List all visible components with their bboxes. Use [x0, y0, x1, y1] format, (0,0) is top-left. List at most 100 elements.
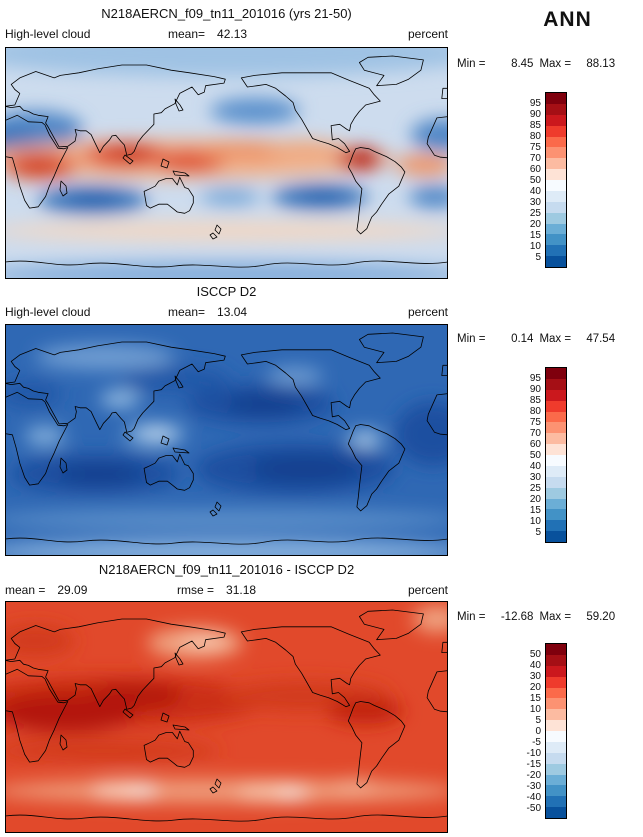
- min-value: 0.14: [511, 333, 534, 345]
- min-value: -12.68: [500, 611, 534, 623]
- colorbar-tick-label: 95: [529, 372, 541, 384]
- colorbar-labels: 95 90 85 80 75 70 60 50 40 30 25 20 15 10 5: [517, 92, 545, 268]
- max-label: Max =: [539, 58, 572, 70]
- colorbar-tick-label: 30: [529, 670, 541, 682]
- colorbar-tick-label: 90: [529, 383, 541, 395]
- colorbar-tick-label: 75: [529, 416, 541, 428]
- colorbar-tick-label: 15: [529, 229, 541, 241]
- colorbar-tick-label: 0: [535, 725, 541, 737]
- colorbar-cell: [546, 400, 566, 412]
- colorbar-tick-label: -50: [526, 802, 541, 814]
- map-model-svg: [5, 47, 448, 279]
- max-label: Max =: [539, 611, 572, 623]
- mean-label: mean=: [168, 27, 206, 41]
- colorbar-tick-label: 40: [529, 185, 541, 197]
- panel-title: ISCCP D2: [196, 284, 257, 299]
- colorbar-tick-label: -5: [532, 736, 541, 748]
- colorbar-tick-label: 25: [529, 482, 541, 494]
- colorbar-cell: [546, 444, 566, 455]
- colorbar-tick-label: 20: [529, 681, 541, 693]
- mean-label: mean=: [168, 305, 206, 319]
- colorbar-cell: [546, 125, 566, 137]
- panel-subtitle-row: High-level cloud mean= 13.04 percent: [5, 305, 448, 321]
- colorbar-tick-label: 40: [529, 460, 541, 472]
- colorbar-cell: [546, 531, 566, 542]
- min-value: 8.45: [511, 58, 534, 70]
- colorbar-tick-label: -10: [526, 747, 541, 759]
- colorbar-tick-label: -20: [526, 769, 541, 781]
- colorbar-cell: [546, 223, 566, 235]
- colorbar-cell: [546, 378, 566, 390]
- colorbar-cell: [546, 752, 566, 764]
- map-model: [5, 47, 448, 279]
- season-label: ANN: [543, 8, 592, 31]
- colorbar-tick-label: 5: [535, 526, 541, 538]
- colorbar-tick-label: -15: [526, 758, 541, 770]
- unit-label: percent: [407, 27, 448, 41]
- colorbar-cell: [546, 136, 566, 148]
- colorbar-tick-label: 15: [529, 504, 541, 516]
- colorbar-labels: 50 40 30 20 15 10 5 0 -5 -10 -15 -20 -30 -40 -50: [517, 643, 545, 819]
- colorbar-cell: [546, 665, 566, 677]
- min-label: Min =: [457, 58, 486, 70]
- variable-label: High-level cloud: [5, 27, 91, 41]
- colorbar-cell: [546, 103, 566, 115]
- colorbar-cell: [546, 158, 566, 170]
- panel-subtitle-row: High-level cloud mean= 42.13 percent: [5, 27, 448, 43]
- colorbar-cell: [546, 498, 566, 510]
- colorbar-cell: [546, 654, 566, 666]
- colorbar-cell: [546, 234, 566, 246]
- colorbar-cell: [546, 731, 566, 742]
- colorbar-labels: 95 90 85 80 75 70 60 50 40 30 25 20 15 10 5: [517, 367, 545, 543]
- colorbar-cell: [546, 487, 566, 499]
- colorbar-cell: [546, 455, 566, 466]
- panel-obs: ISCCP D2 High-level cloud mean= 13.04 per…: [0, 277, 643, 556]
- colorbar-tick-label: 10: [529, 703, 541, 715]
- colorbar-tick-label: -30: [526, 780, 541, 792]
- rmse-stat: rmse = 31.18: [177, 583, 256, 597]
- panel-diff: N218AERCN_f09_tn11_201016 - ISCCP D2 mea…: [0, 555, 643, 837]
- mean-label: mean =: [5, 583, 46, 597]
- colorbar-cell: [546, 796, 566, 808]
- mean-value: 13.04: [217, 305, 248, 319]
- colorbar-cell: [546, 147, 566, 159]
- unit-label: percent: [407, 305, 448, 319]
- colorbar: 95 90 85 80 75 70 60 50 40 30 25 20 15 10 5: [517, 367, 567, 543]
- colorbar: 95 90 85 80 75 70 60 50 40 30 25 20 15 10 5: [517, 92, 567, 268]
- variable-label: High-level cloud: [5, 305, 91, 319]
- colorbar: 50 40 30 20 15 10 5 0 -5 -10 -15 -20 -30 -40 -50: [517, 643, 567, 819]
- colorbar-cell: [546, 389, 566, 401]
- panel-title: N218AERCN_f09_tn11_201016 - ISCCP D2: [98, 562, 355, 577]
- mean-value: 29.09: [57, 583, 88, 597]
- map-diff: [5, 601, 448, 833]
- max-value: 59.20: [586, 611, 616, 623]
- colorbar-tick-label: 20: [529, 218, 541, 230]
- colorbar-tick-label: 95: [529, 97, 541, 109]
- colorbar-tick-label: 25: [529, 207, 541, 219]
- max-value: 88.13: [586, 58, 616, 70]
- colorbar-cell: [546, 785, 566, 797]
- colorbar-tick-label: 50: [529, 449, 541, 461]
- min-label: Min =: [457, 611, 486, 623]
- colorbar-cell: [546, 676, 566, 688]
- rmse-value: 31.18: [226, 583, 257, 597]
- colorbar-cell: [546, 212, 566, 224]
- colorbar-cell: [546, 169, 566, 180]
- minmax-row: Min = 8.45 Max = 88.13: [457, 58, 639, 70]
- colorbar-cell: [546, 520, 566, 532]
- mean-stat: mean= 42.13: [168, 27, 247, 41]
- colorbar-cell: [546, 698, 566, 710]
- colorbar-tick-label: 40: [529, 659, 541, 671]
- colorbar-tick-label: 70: [529, 427, 541, 439]
- colorbar-cell: [546, 741, 566, 753]
- colorbar-cell: [546, 476, 566, 488]
- colorbar-tick-label: 30: [529, 196, 541, 208]
- panel-model: N218AERCN_f09_tn11_201016 (yrs 21-50) Hi…: [0, 0, 643, 279]
- colorbar-cell: [546, 201, 566, 213]
- colorbar-tick-label: 5: [535, 714, 541, 726]
- colorbar-cell: [546, 433, 566, 445]
- colorbar-tick-label: 5: [535, 251, 541, 263]
- colorbar-cell: [546, 687, 566, 699]
- colorbar-cell: [546, 644, 566, 655]
- colorbar-tick-label: 10: [529, 240, 541, 252]
